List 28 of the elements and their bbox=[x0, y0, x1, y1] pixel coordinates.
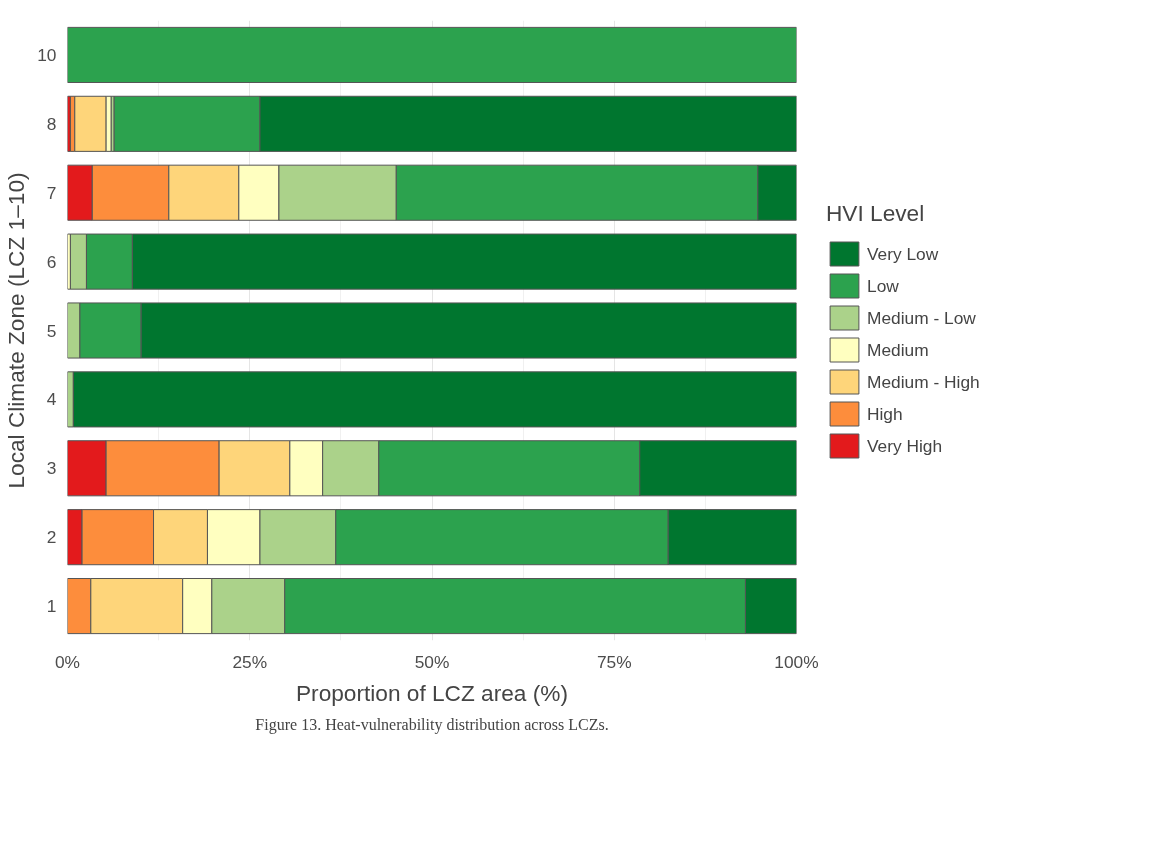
y-tick-label: 4 bbox=[46, 389, 57, 410]
legend-label: Medium bbox=[867, 339, 929, 360]
legend-label: Very High bbox=[867, 435, 943, 456]
y-tick-label: 1 bbox=[46, 596, 57, 617]
y-tick-label: 8 bbox=[46, 113, 57, 134]
y-tick-label: 5 bbox=[46, 320, 57, 341]
y-tick-label: 10 bbox=[37, 44, 57, 65]
x-tick-label: 50% bbox=[414, 651, 450, 672]
y-tick-label: 7 bbox=[46, 182, 57, 203]
legend-label: Medium - High bbox=[867, 371, 980, 392]
x-tick-label: 75% bbox=[596, 651, 632, 672]
x-tick-label: 0% bbox=[54, 651, 81, 672]
bar bbox=[67, 26, 797, 83]
legend-title: HVI Level bbox=[826, 199, 926, 227]
x-tick-label: 25% bbox=[232, 651, 268, 672]
y-tick-label: 3 bbox=[46, 458, 57, 479]
legend-label: High bbox=[867, 403, 903, 424]
legend-label: Very Low bbox=[867, 243, 939, 264]
caption: Figure 13. Heat-vulnerability distribution across LCZs. bbox=[255, 715, 609, 734]
y-tick-label: 2 bbox=[46, 527, 57, 548]
legend-label: Medium - Low bbox=[867, 307, 976, 328]
y-axis-title: Local Climate Zone (LCZ 1–10) bbox=[3, 172, 30, 489]
x-tick-label: 100% bbox=[774, 651, 819, 672]
legend-label: Low bbox=[867, 275, 899, 296]
bar bbox=[74, 95, 107, 152]
x-axis-title: Proportion of LCZ area (%) bbox=[296, 679, 569, 706]
bar bbox=[72, 371, 797, 428]
y-tick-label: 6 bbox=[46, 251, 57, 272]
